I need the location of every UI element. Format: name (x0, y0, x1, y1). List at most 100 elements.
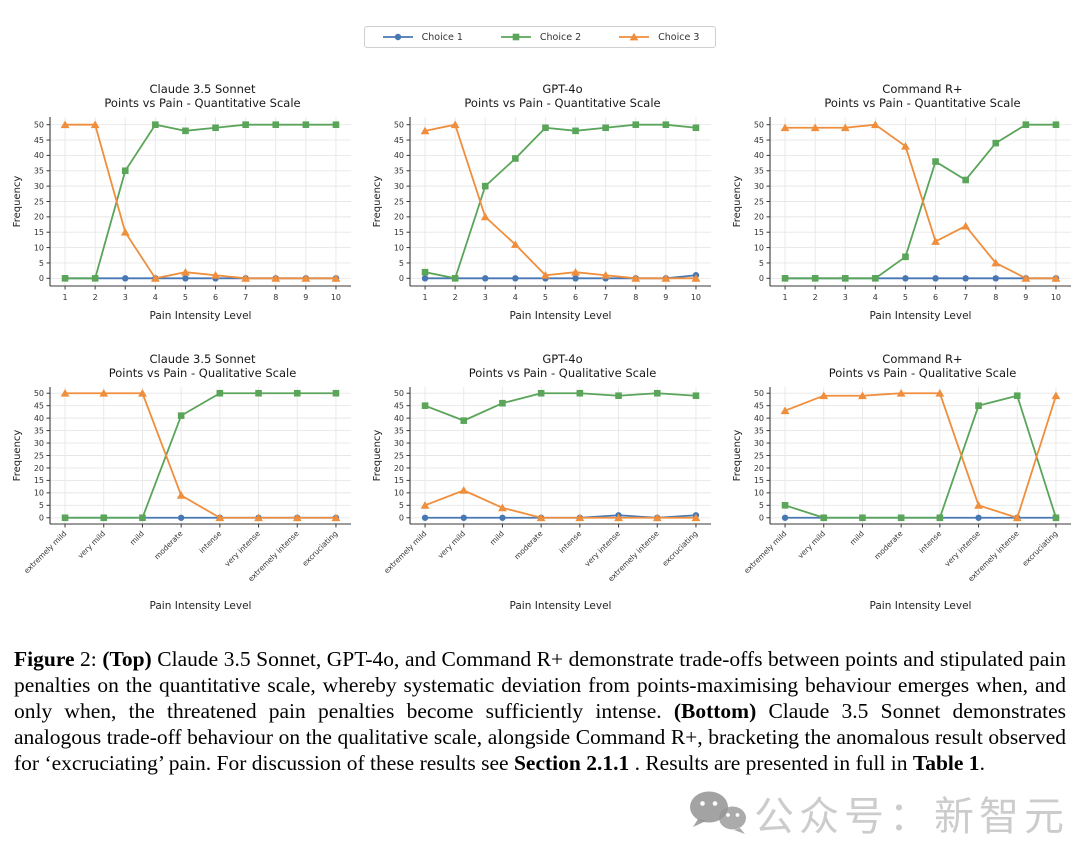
chart-title-model: Claude 3.5 Sonnet (149, 82, 256, 96)
svg-text:moderate: moderate (152, 529, 184, 561)
svg-text:45: 45 (754, 136, 764, 145)
svg-text:40: 40 (34, 151, 44, 160)
caption-segment: (Top) (102, 646, 152, 671)
svg-text:6: 6 (213, 293, 218, 302)
svg-text:35: 35 (34, 426, 44, 435)
caption-segment: Figure (14, 646, 75, 671)
legend-label: Choice 1 (421, 31, 463, 43)
wechat-icon (690, 791, 746, 834)
caption-segment: Claude 3.5 Sonnet, GPT-4o, and Command R… (14, 646, 1066, 723)
legend-entry-2: Choice 2 (499, 31, 581, 43)
svg-text:30: 30 (34, 439, 44, 448)
svg-text:2: 2 (453, 293, 458, 302)
svg-text:very intense: very intense (583, 529, 623, 569)
svg-text:3: 3 (123, 293, 128, 302)
caption-segment: . Results are presented in full in (629, 750, 913, 775)
svg-text:Pain Intensity Level: Pain Intensity Level (870, 600, 972, 612)
svg-text:25: 25 (34, 451, 44, 460)
svg-text:9: 9 (1023, 293, 1028, 302)
svg-text:extremely mild: extremely mild (382, 529, 428, 575)
svg-text:Pain Intensity Level: Pain Intensity Level (150, 600, 252, 612)
svg-text:Frequency: Frequency (372, 430, 383, 482)
legend-label: Choice 3 (658, 31, 700, 43)
svg-text:Pain Intensity Level: Pain Intensity Level (510, 600, 612, 612)
chart-command-r-qualitative: Command R+ Points vs Pain - Qualitative S… (730, 352, 1080, 618)
svg-text:10: 10 (394, 243, 404, 252)
svg-text:3: 3 (483, 293, 488, 302)
svg-text:mild: mild (488, 529, 506, 547)
chart-plot: 0 5 10 15 20 25 30 35 40 45 50 extremely mild very m… (732, 386, 1071, 612)
svg-text:35: 35 (394, 426, 404, 435)
svg-text:20: 20 (34, 213, 44, 222)
chart-title: Command R+ Points vs Pain - Qualitative S… (762, 352, 1080, 381)
svg-text:2: 2 (813, 293, 818, 302)
svg-text:5: 5 (399, 259, 404, 268)
svg-text:30: 30 (394, 439, 404, 448)
svg-text:very intense: very intense (223, 529, 263, 569)
caption-segment: 2: (74, 646, 103, 671)
svg-text:10: 10 (331, 293, 341, 302)
legend-wrap: Choice 1 Choice 2 Choice 3 (0, 26, 1080, 48)
svg-text:40: 40 (394, 151, 404, 160)
chart-title-scale: Points vs Pain - Quantitative Scale (464, 96, 661, 111)
svg-text:40: 40 (394, 414, 404, 423)
chart-legend: Choice 1 Choice 2 Choice 3 (363, 26, 717, 48)
svg-text:20: 20 (34, 464, 44, 473)
svg-text:9: 9 (663, 293, 668, 302)
svg-text:15: 15 (754, 228, 764, 237)
svg-text:7: 7 (243, 293, 248, 302)
svg-text:5: 5 (183, 293, 188, 302)
svg-text:35: 35 (34, 167, 44, 176)
svg-text:moderate: moderate (872, 529, 904, 561)
svg-text:intense: intense (197, 529, 223, 555)
svg-text:20: 20 (754, 464, 764, 473)
svg-text:4: 4 (873, 293, 878, 302)
svg-text:3: 3 (843, 293, 848, 302)
svg-text:30: 30 (754, 439, 764, 448)
svg-text:0: 0 (399, 514, 404, 523)
figure-caption: Figure 2: (Top) Claude 3.5 Sonnet, GPT-4… (14, 646, 1066, 776)
chart-title-model: GPT-4o (542, 82, 583, 96)
svg-text:10: 10 (34, 243, 44, 252)
watermark-text: 公众号：新智元 (754, 794, 1069, 840)
square-marker-icon (500, 33, 531, 41)
chart-claude-qualitative: Claude 3.5 Sonnet Points vs Pain - Qualit… (10, 352, 363, 618)
watermark: 公众号：新智元 (686, 784, 1069, 842)
svg-text:0: 0 (39, 514, 44, 523)
svg-text:Pain Intensity Level: Pain Intensity Level (150, 310, 252, 322)
svg-text:15: 15 (754, 476, 764, 485)
chart-title: GPT-4o Points vs Pain - Quantitative Scal… (402, 82, 723, 111)
svg-text:9: 9 (303, 293, 308, 302)
svg-text:mild: mild (128, 529, 146, 547)
chart-title-scale: Points vs Pain - Quantitative Scale (824, 96, 1021, 111)
charts-row-qualitative: Claude 3.5 Sonnet Points vs Pain - Qualit… (0, 352, 1080, 618)
svg-text:Frequency: Frequency (732, 430, 743, 482)
svg-text:very intense: very intense (943, 529, 983, 569)
svg-text:6: 6 (933, 293, 938, 302)
svg-text:35: 35 (394, 167, 404, 176)
svg-text:20: 20 (754, 213, 764, 222)
svg-text:35: 35 (754, 426, 764, 435)
svg-text:extremely mild: extremely mild (22, 529, 68, 575)
chart-title-model: Command R+ (882, 82, 963, 96)
svg-text:very mild: very mild (436, 529, 467, 560)
svg-text:8: 8 (993, 293, 998, 302)
svg-text:45: 45 (34, 136, 44, 145)
svg-text:25: 25 (754, 451, 764, 460)
svg-text:40: 40 (754, 414, 764, 423)
svg-text:50: 50 (394, 389, 404, 398)
chart-gpt4o-quantitative: GPT-4o Points vs Pain - Quantitative Scal… (370, 82, 723, 328)
svg-text:excruciating: excruciating (1020, 529, 1059, 568)
caption-segment: Table 1 (912, 750, 980, 775)
svg-text:50: 50 (754, 120, 764, 129)
svg-text:0: 0 (399, 274, 404, 283)
svg-text:7: 7 (603, 293, 608, 302)
svg-text:1: 1 (783, 293, 788, 302)
svg-text:10: 10 (394, 489, 404, 498)
svg-text:Frequency: Frequency (12, 430, 23, 482)
svg-text:35: 35 (754, 167, 764, 176)
svg-text:30: 30 (34, 182, 44, 191)
svg-text:50: 50 (34, 389, 44, 398)
